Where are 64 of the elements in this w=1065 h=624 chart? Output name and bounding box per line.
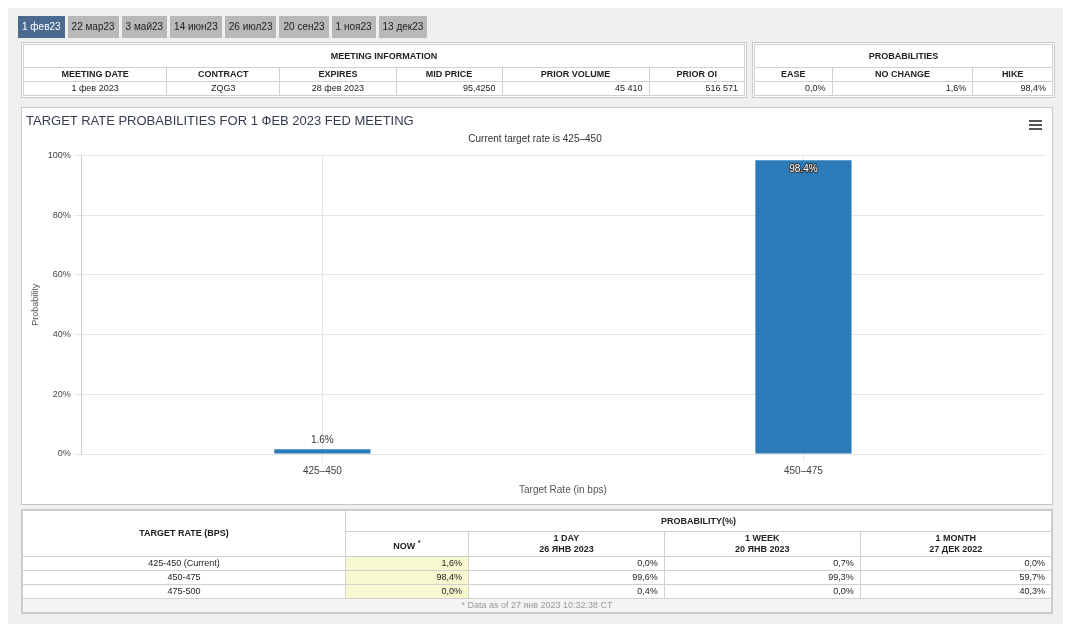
text: 1 ноя23 xyxy=(331,16,376,38)
text: 20 сен23 xyxy=(279,16,329,38)
text: EASE xyxy=(754,67,833,82)
text: 95,4250 xyxy=(396,81,503,96)
text: 1 фев23 xyxy=(18,16,65,38)
text: 59,7% xyxy=(860,570,1052,585)
text: 28 фев 2023 xyxy=(279,81,397,96)
text: MID PRICE xyxy=(396,67,503,82)
text: MEETING INFORMATION xyxy=(23,44,745,68)
text: 0,0% xyxy=(345,584,469,599)
text: CONTRACT xyxy=(166,67,280,82)
text: 98,4% xyxy=(972,81,1053,96)
text: 1,6% xyxy=(832,81,973,96)
text: 0,4% xyxy=(468,584,665,599)
text: 516 571 xyxy=(649,81,745,96)
text: 99,6% xyxy=(468,570,665,585)
text: 1,6% xyxy=(345,556,469,571)
text: 3 май23 xyxy=(121,16,168,38)
text: 0,0% xyxy=(468,556,665,571)
text: 14 июн23 xyxy=(170,16,222,38)
text: 0,0% xyxy=(754,81,833,96)
y-tick-label: 0% xyxy=(57,448,71,459)
data-label: 1.6% xyxy=(310,434,334,446)
text: 1 DAY 26 ЯНВ 2023 xyxy=(539,533,594,554)
text: 450-475 xyxy=(22,570,346,585)
chart-title: TARGET RATE PROBABILITIES FOR 1 ФЕВ 2023 FED MEETING xyxy=(26,113,414,129)
text: EXPIRES xyxy=(279,67,397,82)
x-tick-label: 450–475 xyxy=(783,464,824,476)
text: 22 мар23 xyxy=(67,16,119,38)
y-tick-label: 100% xyxy=(47,150,71,161)
text: NOW $^{*}$ xyxy=(393,537,421,551)
text: PROBABILITIES xyxy=(754,44,1053,68)
text: HIKE xyxy=(972,67,1053,82)
y-tick-label: 80% xyxy=(52,209,71,220)
text: 98,4% xyxy=(345,570,469,585)
text: NO CHANGE xyxy=(832,67,973,82)
text: 1 MONTH 27 ДЕК 2022 xyxy=(929,533,983,554)
text: TARGET RATE (BPS) xyxy=(22,510,346,557)
text: MEETING DATE xyxy=(23,67,167,82)
y-tick-label: 60% xyxy=(52,269,71,280)
data-label: 98.4% xyxy=(789,163,818,175)
text: PRIOR VOLUME xyxy=(502,67,650,82)
text: PRIOR OI xyxy=(649,67,745,82)
text: 0,7% xyxy=(664,556,861,571)
text: 99,3% xyxy=(664,570,861,585)
text: 425-450 (Current) xyxy=(22,556,346,571)
text: 40,3% xyxy=(860,584,1052,599)
y-tick-label: 20% xyxy=(52,388,71,399)
text: * Data as of 27 янв 2023 10:32:38 CT xyxy=(22,598,1052,613)
text: 0,0% xyxy=(860,556,1052,571)
text: 0,0% xyxy=(664,584,861,599)
x-axis-title: Target Rate (in bps) xyxy=(519,483,607,495)
y-axis-title: Probability xyxy=(29,283,40,326)
text: ZQG3 xyxy=(166,81,280,96)
text: 13 дек23 xyxy=(378,16,428,38)
text: 26 июл23 xyxy=(224,16,277,38)
x-tick-label: 425–450 xyxy=(302,464,343,476)
text: PROBABILITY(%) xyxy=(345,510,1052,532)
text: 45 410 xyxy=(502,81,650,96)
y-tick-label: 40% xyxy=(52,329,71,340)
chart-subtitle: Current target rate is 425–450 xyxy=(468,133,603,145)
text: 475-500 xyxy=(22,584,346,599)
text: 1 WEEK 20 ЯНВ 2023 xyxy=(735,533,790,554)
text: 1 фев 2023 xyxy=(23,81,167,96)
